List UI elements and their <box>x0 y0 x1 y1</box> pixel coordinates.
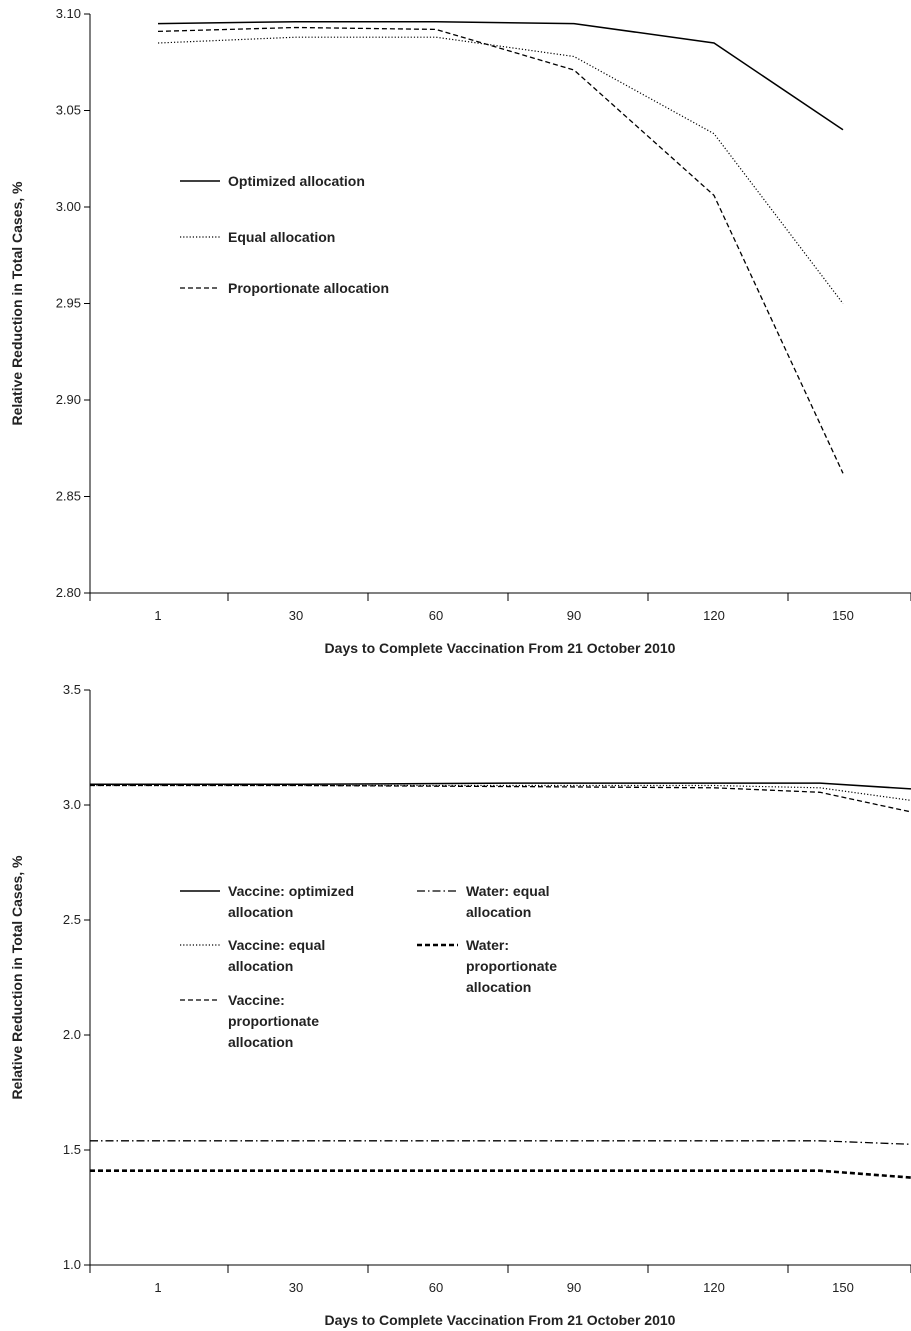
legend-label-5: Water: <box>466 937 509 953</box>
series-line-2 <box>157 36 844 304</box>
legend-label-3: allocation <box>228 1034 293 1050</box>
legend-label-4: Water: equal <box>466 883 550 899</box>
y-tick-label: 3.00 <box>56 199 81 214</box>
legend-label-3: proportionate <box>228 1013 319 1029</box>
legend-label-3: Vaccine: <box>228 992 285 1008</box>
x-tick-label: 1 <box>154 608 161 623</box>
y-tick-label: 3.10 <box>56 6 81 21</box>
y-tick-label: 2.95 <box>56 296 81 311</box>
series-line-4 <box>90 1140 911 1145</box>
legend-label-1: Optimized allocation <box>228 173 365 189</box>
series-line-1 <box>90 782 911 790</box>
x-tick-label: 60 <box>429 608 443 623</box>
series-line-1 <box>157 20 844 131</box>
x-tick-label: 120 <box>703 608 725 623</box>
y-tick-label: 2.5 <box>63 912 81 927</box>
y-tick-label: 1.5 <box>63 1142 81 1157</box>
x-axis-title: Days to Complete Vaccination From 21 Oct… <box>325 640 676 656</box>
series-line-3 <box>90 784 911 813</box>
chart-1: 2.80 2.85 2.90 2.95 3.00 3.05 3.10 1 30 60 90 120 15… <box>9 6 911 656</box>
y-tick-label: 2.80 <box>56 585 81 600</box>
y-tick-label: 3.5 <box>63 682 81 697</box>
y-tick-label: 2.85 <box>56 489 81 504</box>
x-tick-label: 60 <box>429 1280 443 1295</box>
y-tick-label: 3.05 <box>56 103 81 118</box>
x-tick-label: 90 <box>567 608 581 623</box>
x-axis-title: Days to Complete Vaccination From 21 Oct… <box>325 1312 676 1328</box>
y-axis-title: Relative Reduction in Total Cases, % <box>9 855 25 1100</box>
x-tick-label: 120 <box>703 1280 725 1295</box>
x-tick-label: 30 <box>289 608 303 623</box>
x-tick-label: 30 <box>289 1280 303 1295</box>
legend-label-1: allocation <box>228 904 293 920</box>
y-axis-title: Relative Reduction in Total Cases, % <box>9 181 25 426</box>
x-tick-label: 1 <box>154 1280 161 1295</box>
legend-label-5: proportionate <box>466 958 557 974</box>
legend-label-2: Vaccine: equal <box>228 937 325 953</box>
legend-label-4: allocation <box>466 904 531 920</box>
x-tick-label: 150 <box>832 1280 854 1295</box>
legend-label-2: Equal allocation <box>228 229 335 245</box>
legend-label-1: Vaccine: optimized <box>228 883 354 899</box>
y-tick-label: 2.0 <box>63 1027 81 1042</box>
x-tick-label: 150 <box>832 608 854 623</box>
y-tick-label: 3.0 <box>63 797 81 812</box>
legend-label-2: allocation <box>228 958 293 974</box>
series-line-3 <box>157 26 844 474</box>
series-line-2 <box>90 784 911 801</box>
chart-2: 1.0 1.5 2.0 2.5 3.0 3.5 1 30 60 90 120 150 Days to C… <box>9 682 911 1328</box>
y-tick-label: 1.0 <box>63 1257 81 1272</box>
x-tick-label: 90 <box>567 1280 581 1295</box>
legend-label-5: allocation <box>466 979 531 995</box>
series-line-5 <box>90 1169 911 1179</box>
legend-label-3: Proportionate allocation <box>228 280 389 296</box>
y-tick-label: 2.90 <box>56 392 81 407</box>
